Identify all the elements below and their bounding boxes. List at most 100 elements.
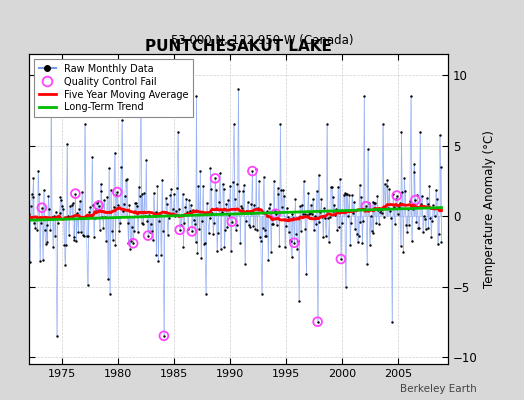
Point (160, 333, 168, 339)
Point (377, 207, 385, 214)
Point (29, 174, 38, 181)
Point (220, 186, 228, 192)
Point (152, 251, 161, 258)
Point (163, 231, 172, 238)
Point (202, 290, 210, 297)
Point (117, 164, 125, 171)
Point (192, 93, 201, 100)
Point (136, 100, 145, 106)
Point (324, 215, 332, 221)
Point (354, 232, 363, 239)
Point (392, 192, 401, 199)
Point (358, 240, 366, 246)
Point (161, 209, 169, 215)
Point (298, 202, 306, 208)
Point (245, 224, 254, 230)
Point (306, 210, 314, 216)
Point (176, 227, 184, 233)
Point (253, 227, 261, 234)
Point (187, 202, 195, 208)
Point (401, 188, 409, 194)
Point (144, 232, 152, 239)
Point (97, 188, 106, 194)
Point (161, 195, 170, 201)
Point (373, 193, 381, 200)
Point (159, 228, 167, 234)
Point (59, 206, 68, 212)
Point (276, 121, 285, 128)
Point (417, 200, 425, 207)
Point (384, 205, 392, 211)
Point (204, 230, 213, 236)
Point (345, 191, 354, 198)
Point (71, 190, 80, 197)
Point (153, 183, 161, 189)
Point (371, 200, 379, 206)
Point (81, 121, 89, 128)
Point (94, 202, 103, 209)
Point (189, 207, 197, 213)
Point (95, 227, 104, 234)
Point (35, 191, 43, 197)
Point (241, 260, 249, 267)
Point (307, 202, 315, 208)
Point (107, 228, 116, 234)
Point (82, 233, 91, 240)
Point (135, 184, 143, 190)
Point (336, 176, 344, 182)
Point (149, 190, 158, 196)
Point (37, 220, 45, 226)
Point (299, 211, 307, 218)
Point (196, 168, 204, 174)
Point (38, 204, 46, 211)
Point (292, 231, 300, 237)
Point (278, 204, 287, 210)
Point (191, 239, 200, 245)
Point (271, 210, 280, 217)
Point (320, 205, 329, 212)
Point (140, 189, 148, 196)
Point (39, 187, 48, 193)
Point (206, 165, 215, 172)
Point (419, 229, 427, 235)
Point (252, 166, 260, 172)
Point (385, 186, 394, 192)
Point (248, 168, 257, 174)
Point (138, 190, 147, 197)
Point (119, 208, 127, 214)
Point (274, 185, 282, 192)
Point (364, 146, 372, 152)
Point (129, 240, 137, 246)
Point (256, 234, 264, 240)
Point (342, 191, 351, 198)
Legend: Raw Monthly Data, Quality Control Fail, Five Year Moving Average, Long-Term Tren: Raw Monthly Data, Quality Control Fail, … (34, 59, 193, 117)
Point (39, 257, 47, 263)
Point (305, 211, 313, 217)
Point (250, 202, 258, 208)
Point (233, 181, 242, 188)
Point (162, 201, 171, 207)
Point (104, 276, 112, 283)
Point (434, 231, 443, 238)
Point (194, 183, 203, 189)
Point (134, 229, 142, 235)
Point (108, 236, 117, 243)
Point (326, 184, 335, 190)
Point (353, 231, 361, 238)
Point (72, 238, 81, 244)
Point (25, 211, 33, 217)
Point (411, 197, 420, 203)
Point (270, 178, 278, 185)
Point (282, 223, 290, 230)
Point (329, 193, 337, 200)
Point (184, 226, 192, 232)
Point (397, 128, 406, 135)
Point (31, 225, 39, 232)
Point (360, 93, 368, 100)
Point (182, 195, 190, 202)
Point (64, 232, 73, 238)
Point (322, 233, 330, 239)
Point (387, 214, 396, 221)
Point (391, 196, 400, 202)
Point (427, 234, 435, 240)
